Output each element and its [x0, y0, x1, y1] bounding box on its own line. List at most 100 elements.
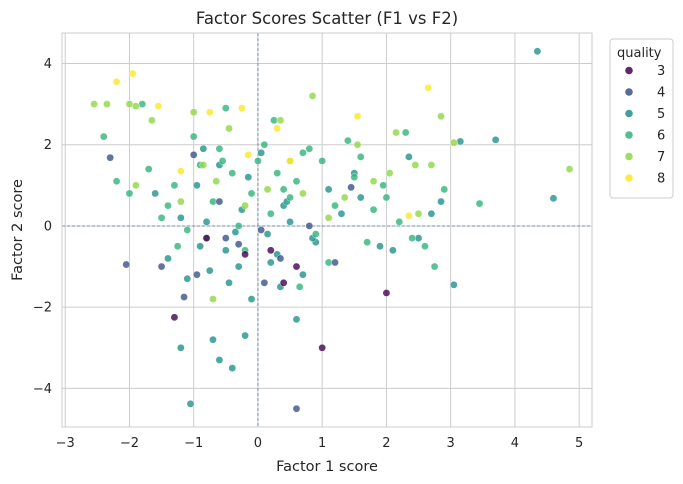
y-tick-label: 2	[44, 138, 52, 153]
data-point-quality-6	[273, 169, 282, 177]
data-point-quality-3	[318, 343, 326, 352]
x-tick-labels: −3 −2 −1 0 1 2 3 4 5	[56, 436, 584, 451]
data-point-quality-5	[299, 270, 307, 279]
data-point-quality-5	[414, 234, 423, 242]
data-point-quality-6	[144, 165, 153, 173]
data-point-quality-6	[363, 238, 371, 246]
data-point-quality-7	[411, 161, 420, 169]
data-point-quality-5	[177, 214, 185, 222]
data-point-quality-6	[395, 218, 404, 226]
data-point-quality-6	[356, 153, 365, 161]
data-point-quality-7	[90, 100, 98, 108]
data-point-quality-5	[209, 335, 217, 344]
data-point-quality-7	[148, 116, 156, 125]
data-point-quality-7	[340, 193, 349, 202]
data-point-quality-5	[244, 173, 253, 181]
data-point-quality-3	[241, 250, 249, 259]
data-point-quality-4	[157, 262, 166, 271]
data-point-quality-6	[292, 177, 301, 186]
data-point-quality-8	[238, 104, 246, 112]
legend-marker-6	[625, 131, 633, 139]
data-point-quality-8	[353, 112, 362, 121]
legend-marker-5	[625, 109, 633, 118]
data-point-quality-8	[405, 211, 413, 220]
data-point-quality-5	[177, 343, 185, 352]
x-tick-label: 2	[382, 436, 390, 451]
data-point-quality-6	[318, 157, 326, 165]
data-point-quality-5	[225, 279, 233, 287]
data-point-quality-6	[112, 177, 121, 186]
data-point-quality-7	[199, 161, 208, 169]
data-point-quality-8	[273, 124, 282, 133]
data-point-quality-5	[247, 295, 256, 303]
data-point-quality-7	[263, 185, 272, 194]
data-point-quality-5	[427, 209, 436, 218]
data-point-quality-6	[382, 193, 391, 202]
data-point-quality-5	[151, 189, 159, 198]
legend-label-5: 5	[657, 107, 665, 122]
data-point-quality-4	[257, 226, 265, 234]
data-point-quality-6	[286, 193, 294, 202]
data-point-quality-4	[260, 279, 269, 287]
data-point-quality-5	[186, 400, 195, 408]
data-point-quality-6	[299, 149, 307, 157]
data-point-quality-7	[209, 295, 217, 303]
data-point-quality-3	[382, 289, 391, 297]
data-point-quality-5	[376, 242, 384, 251]
data-point-quality-7	[437, 112, 445, 121]
data-point-quality-6	[401, 128, 410, 137]
legend-items: 3 4 5 6 7 8	[625, 64, 665, 187]
data-point-quality-5	[450, 281, 458, 289]
data-point-quality-5	[222, 246, 230, 255]
data-point-quality-3	[279, 279, 288, 287]
data-point-quality-6	[215, 144, 224, 153]
data-point-quality-5	[437, 197, 445, 206]
data-point-quality-5	[215, 356, 224, 364]
data-point-quality-5	[183, 274, 192, 283]
legend-label-4: 4	[657, 86, 665, 101]
legend-title: quality	[617, 46, 662, 61]
data-point-quality-4	[122, 260, 131, 269]
y-tick-labels: −4 −2 0 2 4	[33, 57, 52, 397]
legend: quality 3 4 5 6 7 8	[609, 38, 674, 199]
data-point-quality-8	[112, 77, 121, 86]
data-point-quality-5	[533, 47, 542, 56]
data-point-quality-6	[408, 234, 416, 242]
data-point-quality-4	[106, 153, 114, 162]
data-point-quality-5	[193, 181, 201, 190]
data-point-quality-6	[379, 181, 388, 190]
data-point-quality-8	[177, 167, 185, 175]
data-point-quality-7	[414, 209, 423, 218]
data-point-quality-6	[475, 199, 484, 208]
data-point-quality-6	[421, 242, 429, 251]
data-point-quality-7	[427, 161, 436, 169]
data-point-quality-6	[440, 185, 449, 194]
data-point-quality-4	[180, 293, 188, 301]
data-point-quality-6	[311, 230, 320, 238]
data-point-quality-5	[337, 209, 346, 218]
data-point-quality-6	[350, 173, 359, 181]
data-point-quality-6	[324, 258, 333, 267]
data-point-quality-7	[103, 100, 111, 108]
chart-title: Factor Scores Scatter (F1 vs F2)	[196, 9, 458, 28]
data-point-quality-5	[231, 228, 240, 236]
legend-marker-8	[625, 174, 633, 182]
x-tick-label: 1	[318, 436, 326, 451]
y-tick-label: 4	[44, 57, 52, 72]
data-point-quality-5	[202, 218, 211, 226]
data-point-quality-7	[132, 181, 140, 190]
x-axis-label: Factor 1 score	[276, 459, 378, 475]
data-point-quality-3	[202, 234, 211, 242]
data-point-quality-8	[205, 108, 214, 117]
data-point-quality-5	[266, 258, 275, 267]
x-tick-label: −1	[184, 436, 203, 451]
data-point-quality-3	[266, 246, 275, 255]
data-point-quality-6	[430, 262, 439, 271]
data-point-quality-4	[215, 197, 224, 206]
data-point-quality-6	[295, 283, 304, 291]
data-point-quality-6	[254, 157, 262, 165]
data-point-quality-5	[196, 242, 204, 251]
data-point-quality-4	[292, 404, 301, 413]
data-point-quality-5	[257, 149, 265, 157]
data-point-quality-6	[99, 132, 108, 141]
